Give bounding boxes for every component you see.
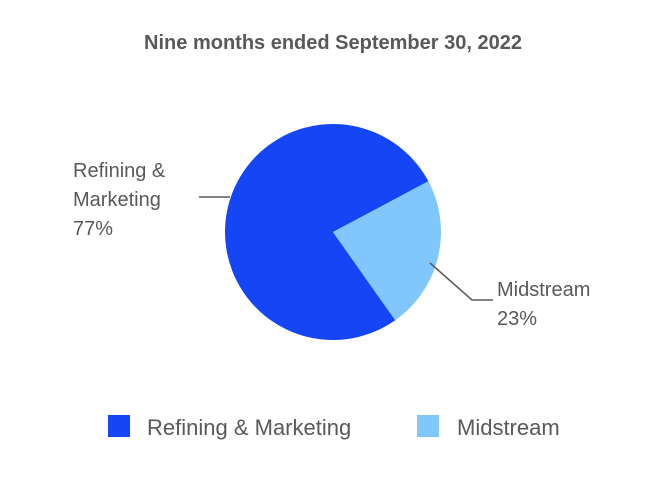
legend-swatch-midstream <box>417 415 439 437</box>
pie-slice-refining <box>224 123 429 340</box>
legend-swatch-refining <box>108 415 130 437</box>
pie-slices <box>224 123 441 340</box>
leader-line-midstream <box>429 262 493 301</box>
slice-label-refining-line1: Refining & <box>73 160 166 182</box>
slice-label-midstream: Midstream <box>497 279 590 301</box>
legend-label-midstream: Midstream <box>457 415 560 440</box>
legend-label-refining: Refining & Marketing <box>147 415 351 440</box>
pie-slice-midstream <box>333 181 441 321</box>
legend: Refining & Marketing Midstream <box>108 415 560 440</box>
slice-label-refining-line2: Marketing <box>73 189 161 211</box>
slice-value-refining: 77% <box>73 218 113 240</box>
chart-title: Nine months ended September 30, 2022 <box>144 32 522 54</box>
slice-value-midstream: 23% <box>497 308 537 330</box>
slice-label-refining: Refining & Marketing <box>73 160 171 211</box>
